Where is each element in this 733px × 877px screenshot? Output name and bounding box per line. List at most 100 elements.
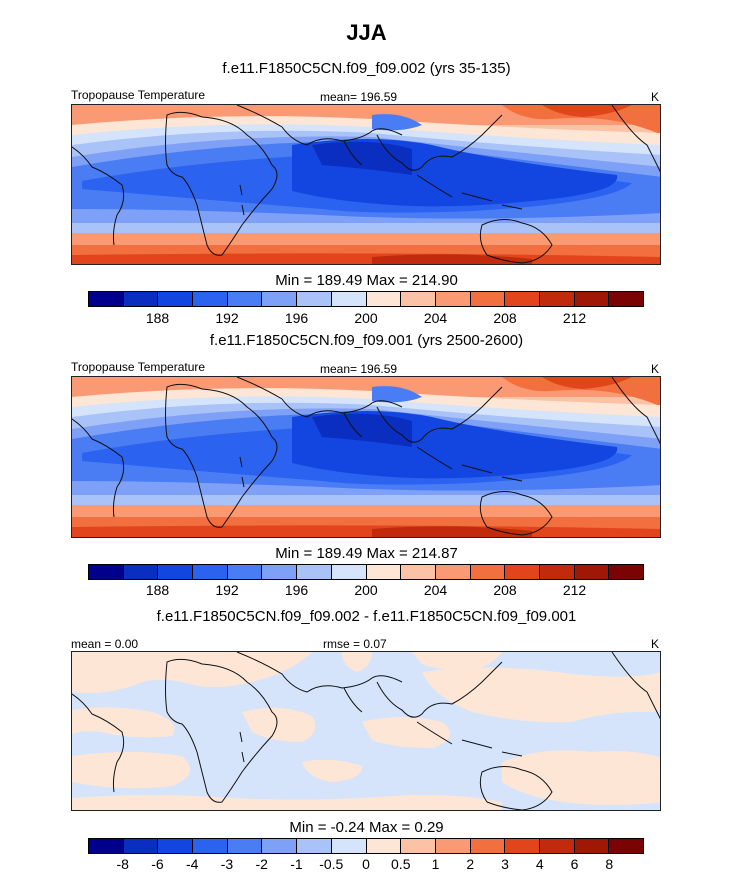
colorbar-swatch (435, 292, 471, 306)
colorbar-swatch (609, 565, 643, 579)
colorbar-swatch (89, 292, 124, 306)
colorbar-tick-label: 188 (145, 310, 170, 326)
panel-1-mean-label: mean= 196.59 (320, 90, 398, 104)
colorbar-swatch (158, 839, 194, 853)
panel-2-subtitle: f.e11.F1850C5CN.f09_f09.001 (yrs 2500-26… (209, 332, 524, 349)
colorbar-swatch (574, 839, 610, 853)
colorbar-swatch (470, 839, 506, 853)
panel-2-units-label: K (651, 362, 660, 376)
colorbar-swatch (539, 565, 575, 579)
colorbar-swatch (331, 565, 367, 579)
panel-3-map (71, 651, 661, 811)
colorbar-swatch (401, 565, 436, 579)
panel-2-colorbar-ticks: 188 192 196 200 204 208 212 (0, 582, 733, 602)
colorbar-swatch (574, 565, 610, 579)
colorbar-tick-label: 8 (605, 856, 614, 872)
colorbar-tick-label: 212 (562, 582, 587, 598)
colorbar-tick-label: 204 (423, 310, 448, 326)
panel-3-rmse-label: rmse = 0.07 (323, 637, 387, 651)
colorbar-tick-label: 192 (215, 310, 239, 326)
panel-3-colorbar (88, 838, 644, 854)
colorbar-swatch (262, 839, 298, 853)
panel-2-variable-label: Tropopause Temperature (71, 360, 206, 374)
colorbar-swatch (401, 839, 436, 853)
colorbar-tick-label: -0.5 (319, 856, 344, 872)
colorbar-swatch (609, 839, 643, 853)
colorbar-swatch (366, 565, 402, 579)
colorbar-swatch (89, 839, 124, 853)
colorbar-swatch (470, 565, 506, 579)
colorbar-swatch (297, 839, 332, 853)
colorbar-swatch (193, 292, 228, 306)
colorbar-swatch (158, 565, 194, 579)
colorbar-tick-label: 1 (431, 856, 440, 872)
colorbar-tick-label: -4 (186, 856, 199, 872)
colorbar-swatch (505, 565, 540, 579)
panel-3-subtitle: f.e11.F1850C5CN.f09_f09.002 - f.e11.F185… (156, 608, 577, 625)
colorbar-swatch (401, 292, 436, 306)
colorbar-tick-label: 196 (284, 582, 309, 598)
colorbar-tick-label: 200 (354, 310, 378, 326)
colorbar-swatch (262, 292, 298, 306)
panel-3-map-svg (72, 652, 660, 810)
colorbar-swatch (89, 565, 124, 579)
colorbar-swatch (609, 292, 643, 306)
colorbar-swatch (331, 292, 367, 306)
panel-1-units-label: K (651, 90, 660, 104)
colorbar-swatch (331, 839, 367, 853)
colorbar-tick-label: -8 (116, 856, 129, 872)
colorbar-swatch (505, 839, 540, 853)
colorbar-swatch (193, 565, 228, 579)
panel-2-minmax: Min = 189.49 Max = 214.87 (275, 545, 458, 562)
colorbar-swatch (123, 839, 159, 853)
colorbar-tick-label: 212 (562, 310, 587, 326)
panel-1-colorbar (88, 291, 644, 307)
colorbar-swatch (366, 839, 402, 853)
colorbar-swatch (435, 839, 471, 853)
panel-2-mean-label: mean= 196.59 (320, 362, 398, 376)
colorbar-swatch (435, 565, 471, 579)
colorbar-swatch (227, 839, 263, 853)
panel-1-minmax: Min = 189.49 Max = 214.90 (275, 272, 458, 289)
colorbar-swatch (539, 839, 575, 853)
colorbar-swatch (123, 565, 159, 579)
colorbar-tick-label: 4 (535, 856, 544, 872)
colorbar-swatch (158, 292, 194, 306)
colorbar-tick-label: -6 (151, 856, 164, 872)
colorbar-swatch (123, 292, 159, 306)
figure-title: JJA (346, 20, 387, 45)
colorbar-swatch (193, 839, 228, 853)
panel-3-mean-label: mean = 0.00 (71, 637, 139, 651)
panel-3-units-label: K (651, 637, 660, 651)
colorbar-tick-label: -2 (255, 856, 268, 872)
colorbar-swatch (366, 292, 402, 306)
colorbar-tick-label: -3 (220, 856, 234, 872)
panel-1-map-svg (72, 105, 660, 264)
colorbar-tick-label: 0.5 (391, 856, 411, 872)
colorbar-tick-label: 0 (362, 856, 370, 872)
colorbar-tick-label: -1 (290, 856, 303, 872)
colorbar-tick-label: 192 (215, 582, 239, 598)
colorbar-swatch (227, 292, 263, 306)
colorbar-tick-label: 208 (493, 582, 517, 598)
colorbar-swatch (470, 292, 506, 306)
panel-2-map (71, 376, 661, 538)
colorbar-tick-label: 196 (284, 310, 309, 326)
colorbar-swatch (505, 292, 540, 306)
panel-1-variable-label: Tropopause Temperature (71, 88, 206, 102)
colorbar-tick-label: 3 (501, 856, 509, 872)
colorbar-tick-label: 208 (493, 310, 517, 326)
colorbar-swatch (297, 565, 332, 579)
panel-2-map-svg (72, 377, 660, 537)
colorbar-tick-label: 6 (570, 856, 579, 872)
colorbar-swatch (262, 565, 298, 579)
colorbar-tick-label: 188 (145, 582, 170, 598)
colorbar-swatch (574, 292, 610, 306)
panel-3-minmax: Min = -0.24 Max = 0.29 (289, 819, 444, 836)
colorbar-swatch (539, 292, 575, 306)
panel-1-colorbar-ticks: 188 192 196 200 204 208 212 (0, 310, 733, 330)
colorbar-swatch (297, 292, 332, 306)
panel-3-colorbar-ticks: -8 -6 -4 -3 -2 -1 -0.5 0 0.5 1 2 3 4 6 8 (0, 856, 733, 876)
colorbar-swatch (227, 565, 263, 579)
colorbar-tick-label: 2 (466, 856, 475, 872)
